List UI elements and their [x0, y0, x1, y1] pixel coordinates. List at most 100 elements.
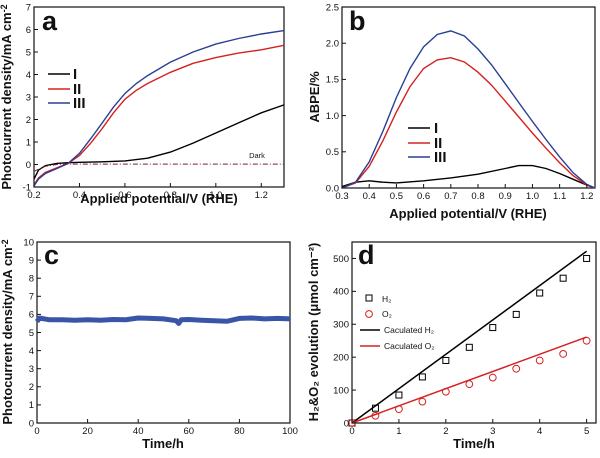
series-iii-line	[33, 29, 285, 187]
xtick-label: 40	[133, 426, 144, 437]
xtick-label: 0.7	[444, 191, 457, 202]
panel-d-ylabel: H₂&O₂ evolution (μmol cm⁻²)	[306, 243, 321, 422]
o2-point	[395, 405, 403, 414]
ytick-label: 8	[29, 274, 34, 285]
legend-a-III: III	[73, 95, 86, 112]
xtick-label: 3	[490, 426, 495, 437]
xtick-label: 100	[282, 426, 298, 437]
h2-point	[489, 324, 497, 332]
legend-b-I: I	[434, 120, 438, 137]
ytick-label: 9	[29, 255, 34, 266]
ytick-label: 7	[26, 2, 31, 13]
ytick-label: 4	[29, 346, 34, 357]
ytick-label: 300	[333, 320, 349, 331]
h2-point	[536, 289, 544, 297]
calc-h2-line	[351, 250, 588, 424]
xtick-label: 2	[443, 426, 448, 437]
ytick-label: 500	[333, 254, 349, 265]
panel-d-ticks: 0 1 2 3 4 5 0 100 200 300 400 500	[333, 254, 589, 437]
ytick-label: 1	[26, 137, 31, 148]
panel-a-legend: I II III	[48, 66, 86, 112]
ytick-label: 0	[344, 418, 349, 429]
h2-point	[442, 356, 450, 364]
panel-b-letter: b	[349, 6, 366, 36]
xtick-label: 0.5	[390, 191, 403, 202]
panel-a-curves	[33, 29, 285, 187]
h2-point	[559, 274, 567, 282]
panel-a-letter: a	[42, 6, 58, 36]
legend-d-h2-marker	[365, 294, 373, 302]
ytick-label: 0	[26, 160, 31, 171]
panel-b-ticks: 0.3 0.4 0.5 0.6 0.7 0.8 0.9 1.0 1.1 1.2 0.0 0.5 1.0 1…	[326, 2, 594, 202]
series-i-line	[341, 164, 596, 189]
ytick-label: 10	[23, 237, 34, 248]
panel-c: 0 20 40 60 80 100 0 1 2 3 4 5 6 7 8 9 10 c Time/h Photoc…	[0, 237, 298, 451]
panel-d-curves	[348, 250, 591, 427]
ytick-label: 5	[29, 328, 34, 339]
panel-a-xlabel: Applied potential/V (RHE)	[80, 191, 237, 206]
xtick-label: 80	[234, 426, 245, 437]
xtick-label: 0.8	[471, 191, 484, 202]
panel-b-ylabel: ABPE/%	[307, 71, 322, 123]
panel-c-curves	[34, 315, 291, 326]
legend-a-I: I	[73, 66, 77, 83]
series-ii-line	[33, 44, 285, 186]
calc-o2-line	[351, 336, 587, 424]
o2-point	[488, 373, 497, 382]
h2-point	[418, 373, 426, 381]
panel-d-legend: H₂ O₂ Caculated H₂ Caculated O₂	[360, 294, 435, 351]
legend-b-III: III	[434, 149, 447, 166]
xtick-label: 0.9	[499, 191, 512, 202]
xtick-label: 1.0	[209, 190, 222, 201]
xtick-label: 1.1	[553, 191, 566, 202]
panel-b-legend: I II III	[408, 120, 447, 166]
xtick-label: 0	[34, 426, 39, 437]
xtick-label: 0.4	[73, 190, 86, 201]
xtick-label: 0.3	[335, 191, 348, 202]
xtick-label: 0.6	[417, 191, 430, 202]
panel-a-ticks: 0.2 0.4 0.6 0.8 1.0 1.2 -1 0 1 2 3 4 5 6 7	[23, 2, 268, 201]
series-dark-line	[33, 163, 284, 172]
ytick-label: 6	[26, 25, 31, 36]
panel-b-curves	[341, 30, 596, 189]
xtick-label: 60	[184, 426, 195, 437]
ytick-label: 2.5	[326, 2, 339, 13]
h2-point	[465, 343, 473, 351]
h2-point	[583, 254, 591, 262]
legend-d-o2-marker	[365, 310, 373, 318]
o2-point	[582, 336, 591, 345]
xtick-label: 0.2	[27, 190, 40, 201]
panel-d-letter: d	[358, 240, 375, 270]
legend-a-II: II	[73, 81, 81, 98]
xtick-label: 5	[584, 426, 589, 437]
series-ii-line	[341, 56, 596, 189]
ytick-label: 3	[29, 364, 34, 375]
legend-d-calc-h2: Caculated H₂	[384, 325, 434, 335]
panel-d: 0 1 2 3 4 5 0 100 200 300 400 500 d H₂ O₂ Caculated…	[306, 240, 597, 451]
xtick-label: 1	[396, 426, 401, 437]
ytick-label: 1	[29, 400, 34, 411]
panel-c-xlabel: Time/h	[142, 436, 184, 451]
ytick-label: 2.0	[326, 39, 339, 50]
xtick-label: 4	[537, 426, 542, 437]
panel-c-ylabel: Photocurrent density/mA cm-2	[0, 239, 15, 424]
ytick-label: 400	[333, 287, 349, 298]
dark-annotation: Dark	[249, 151, 265, 160]
h2-point	[512, 310, 520, 318]
xtick-label: 20	[82, 426, 93, 437]
ytick-label: 2	[26, 115, 31, 126]
ytick-label: 1.5	[326, 75, 339, 86]
legend-d-h2: H₂	[382, 294, 391, 304]
legend-d-calc-o2: Caculated O₂	[384, 341, 435, 351]
xtick-label: 1.2	[580, 191, 593, 202]
panel-a-ylabel: Photocurrent density/mA cm-2	[0, 4, 14, 189]
o2-point	[441, 387, 450, 396]
legend-b-II: II	[434, 135, 442, 152]
ytick-label: 1.0	[326, 111, 339, 122]
panel-c-frame	[36, 241, 291, 424]
xtick-label: 0.8	[164, 190, 177, 201]
ytick-label: 2	[29, 382, 34, 393]
panel-c-ticks: 0 20 40 60 80 100 0 1 2 3 4 5 6 7 8 9 10	[23, 237, 298, 437]
panel-d-frame	[351, 241, 597, 424]
